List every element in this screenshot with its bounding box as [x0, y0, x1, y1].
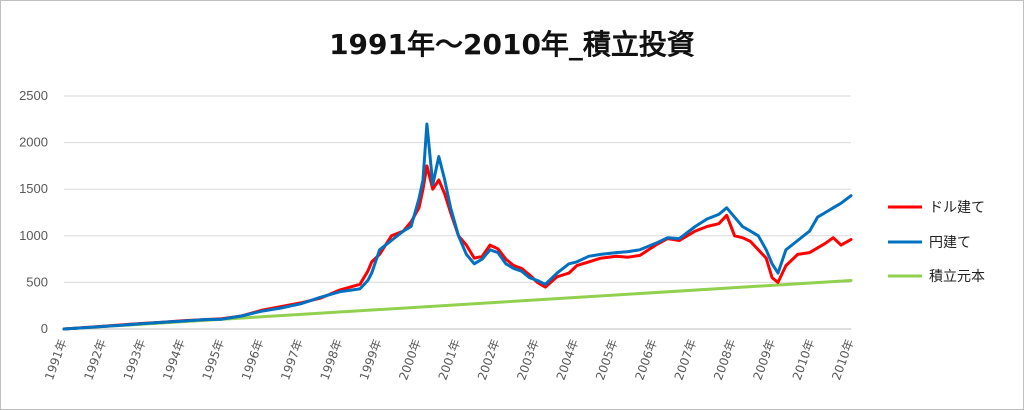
y-tick-label: 1000 — [19, 228, 48, 243]
x-tick-label: 2008年 — [711, 337, 739, 382]
x-tick-label: 2010年 — [790, 337, 818, 382]
x-tick-label: 2004年 — [554, 337, 582, 382]
x-tick-label: 2010年 — [829, 337, 857, 382]
x-tick-label: 2005年 — [593, 337, 621, 382]
legend-label-0: ドル建て — [929, 200, 985, 216]
y-tick-label: 2500 — [19, 88, 48, 103]
y-tick-label: 2000 — [19, 135, 48, 150]
y-tick-label: 1500 — [19, 181, 48, 196]
x-tick-label: 1995年 — [200, 337, 228, 382]
y-tick-label: 500 — [26, 274, 48, 289]
x-tick-label: 1998年 — [318, 337, 346, 382]
x-tick-label: 2007年 — [672, 337, 700, 382]
series-line-1 — [62, 122, 853, 331]
x-tick-label: 1992年 — [81, 337, 109, 382]
legend-label-1: 円建て — [929, 235, 971, 251]
x-tick-label: 1999年 — [357, 337, 385, 382]
x-tick-label: 2006年 — [632, 337, 660, 382]
x-tick-label: 2009年 — [750, 337, 778, 382]
x-tick-label: 1994年 — [160, 337, 188, 382]
x-tick-label: 1996年 — [239, 337, 267, 382]
x-tick-label: 1997年 — [278, 337, 306, 382]
x-tick-label: 2000年 — [396, 337, 424, 382]
x-tick-label: 1991年 — [42, 337, 70, 382]
x-tick-label: 2002年 — [475, 337, 503, 382]
x-tick-label: 2003年 — [514, 337, 542, 382]
x-tick-label: 1993年 — [121, 337, 149, 382]
legend-label-2: 積立元本 — [929, 269, 985, 285]
y-tick-label: 0 — [41, 321, 48, 336]
chart-title: 1991年～2010年_積立投資 — [329, 28, 695, 61]
x-tick-label: 2001年 — [436, 337, 464, 382]
